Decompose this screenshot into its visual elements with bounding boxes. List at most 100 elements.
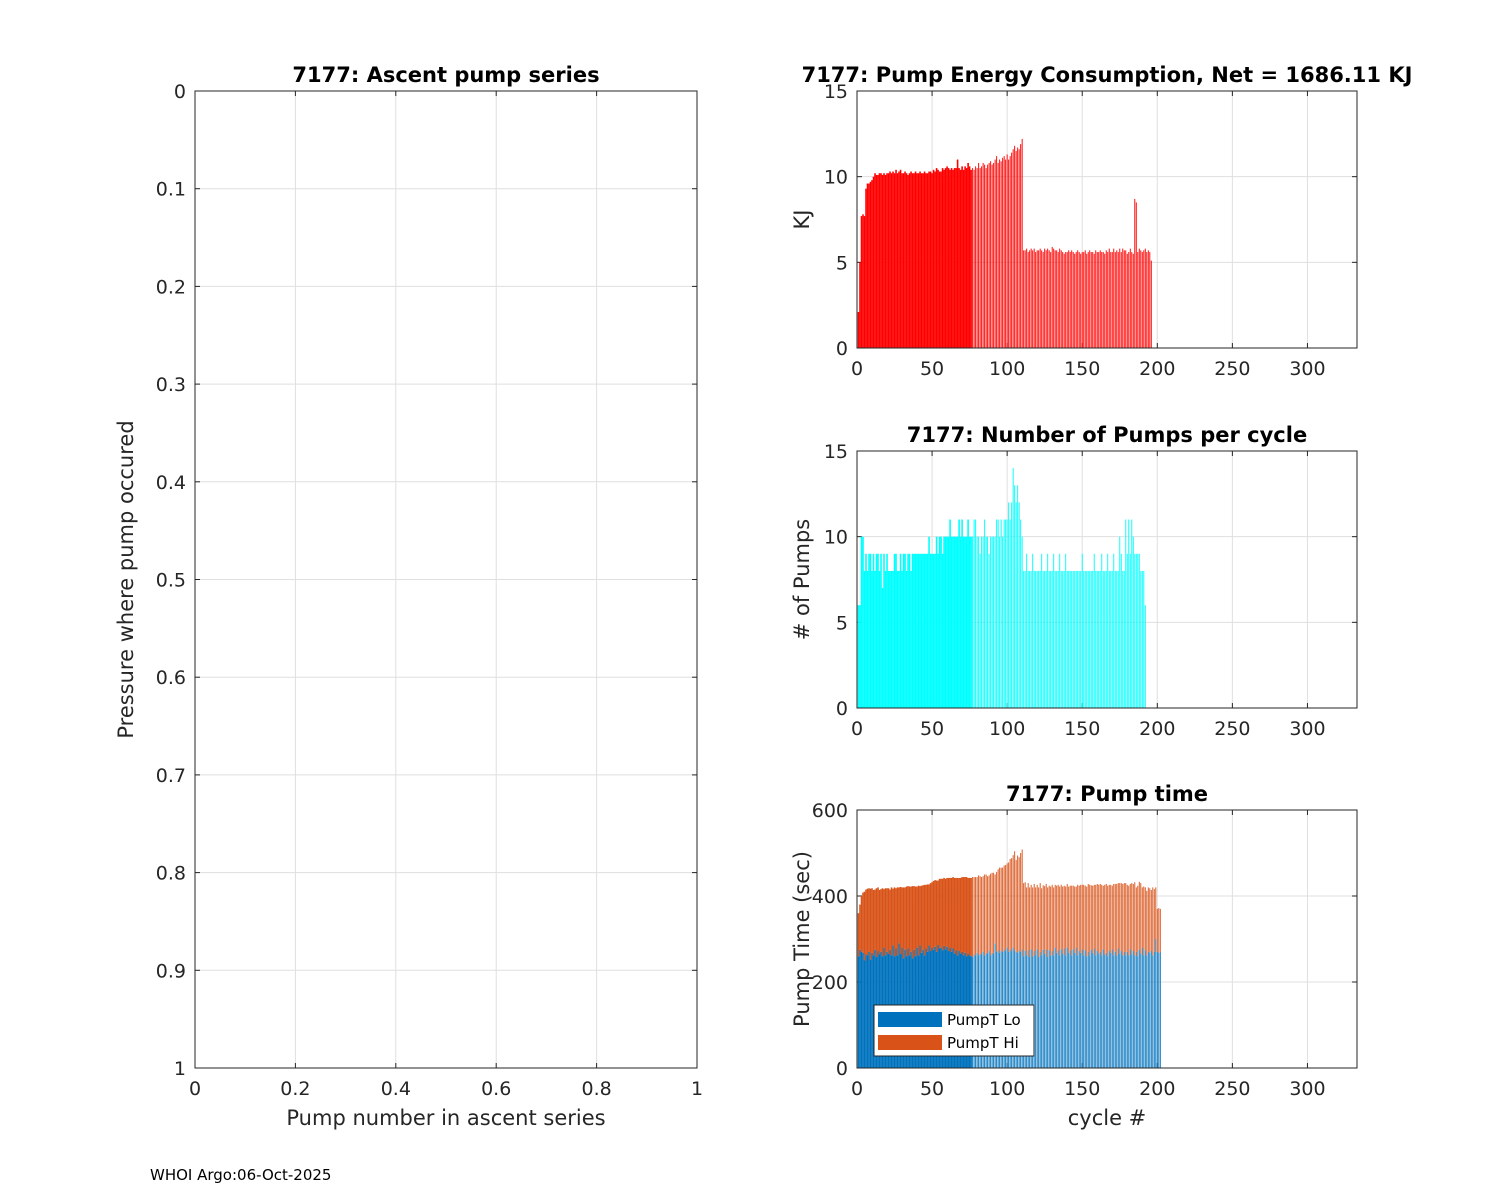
pumpt-lo-bar [866,955,869,1068]
pumpt-lo-bar [1155,939,1157,1068]
pumps-bar [955,536,957,708]
energy-bar [1123,250,1125,348]
pumpt-hi-bar [1053,887,1055,956]
pumpt-hi-bar [982,876,984,952]
energy-bar [1114,252,1116,348]
pumps-bar [938,536,941,708]
pumps-bar [1081,553,1083,708]
energy-bar [898,171,900,348]
legend-swatch [878,1035,942,1050]
pumpt-lo-bar [1080,952,1082,1068]
pumpt-hi-bar [931,882,933,948]
pumpt-hi-bar [1068,886,1070,953]
pumpt-lo-bar [1104,954,1106,1068]
pumps-bar [1141,570,1143,708]
pumpt-hi-bar [1072,885,1074,950]
energy-bar [1117,252,1119,348]
pumps-bar [881,588,884,708]
pumps-bar [1039,570,1041,708]
pumpt-hi-bar [902,887,905,959]
y-tick-label: 0.2 [156,276,186,298]
pumps-bar [874,570,876,708]
pumps-bar [1125,519,1127,708]
energy-bar [1002,157,1004,348]
pumpt-lo-bar [868,951,870,1068]
pumps-bar [1092,570,1094,708]
energy-bar [1069,252,1071,348]
energy-bar [1074,253,1076,348]
energy-bar [941,168,944,348]
y-tick-label: 0.7 [156,765,186,787]
pumpt-lo-bar [1072,949,1074,1068]
x-tick-label: 100 [989,718,1025,740]
pumpt-hi-bar [1042,885,1044,950]
x-tick-label: 0 [189,1078,201,1100]
pumpt-hi-bar [962,877,965,956]
pumpt-hi-bar [1060,884,1062,950]
x-tick-label: 300 [1289,1078,1325,1100]
energy-bar [1120,252,1122,348]
energy-bar [899,169,902,348]
pumps-bar [1009,519,1011,708]
y-tick-label: 0.4 [156,472,186,494]
pumps-bar [1066,570,1068,708]
pumps-bar [862,536,864,708]
pumps-bar [886,553,888,708]
energy-bar [965,168,968,348]
pumpt-lo-bar [1138,949,1140,1068]
energy-bar [1008,159,1010,348]
x-tick-label: 200 [1139,358,1175,380]
energy-bar [1060,250,1062,348]
pumps-bar [907,553,909,708]
energy-bar [1138,248,1140,348]
pumps-bar [1110,570,1112,708]
pumpt-lo-bar [1038,957,1040,1068]
pumps-bar [994,536,996,708]
pumpt-hi-bar [866,888,869,956]
chart-title: 7177: Number of Pumps per cycle [907,423,1307,447]
x-tick-label: 0 [851,1078,863,1100]
energy-bar [952,169,954,348]
pumpt-hi-bar [946,877,948,947]
y-tick-label: 0.1 [156,179,186,201]
pumpt-lo-bar [1041,955,1043,1068]
pumps-bar [1029,570,1031,708]
chart-pumptime: 0 50 100 150 200 250 300 0 200 400 600 7177: Pump t… [790,782,1358,1130]
pumps-bar [919,553,921,708]
pumpt-hi-bar [1140,883,1142,954]
pumpt-hi-bar [934,880,936,947]
pumps-bar [902,553,905,708]
energy-bar [985,168,987,348]
pumpt-lo-bar [1054,947,1056,1068]
pumpt-hi-bar [1081,884,1083,950]
pumpt-hi-bar [965,877,968,957]
pumpt-hi-bar [1003,865,1005,950]
pumpt-hi-bar [1023,883,1025,957]
energy-bar [929,171,932,348]
energy-bar [1030,248,1032,348]
pumpt-hi-bar [1110,884,1112,953]
energy-bar [1122,248,1124,348]
pumpt-lo-bar [862,952,864,1068]
pumpt-hi-bar [1125,883,1127,956]
pumps-bar [904,553,906,708]
y-axis-label: # of Pumps [790,519,814,641]
energy-bar [1065,252,1067,348]
pumps-bar [991,536,993,708]
pumps-bar [1023,570,1025,708]
pumpt-hi-bar [1044,886,1046,955]
pumpt-hi-bar [1144,887,1146,951]
energy-bar [1042,252,1044,348]
energy-bar [1009,156,1011,348]
y-tick-label: 0.5 [156,570,186,592]
pumpt-hi-bar [1146,890,1148,956]
energy-bar [1119,248,1121,348]
pumpt-lo-bar [1135,951,1137,1068]
energy-bar [1146,252,1148,348]
energy-bar [943,169,945,348]
pumps-bar [1003,519,1005,708]
energy-bar [895,169,897,348]
energy-bar [1107,252,1109,348]
pumps-bar [959,536,962,708]
